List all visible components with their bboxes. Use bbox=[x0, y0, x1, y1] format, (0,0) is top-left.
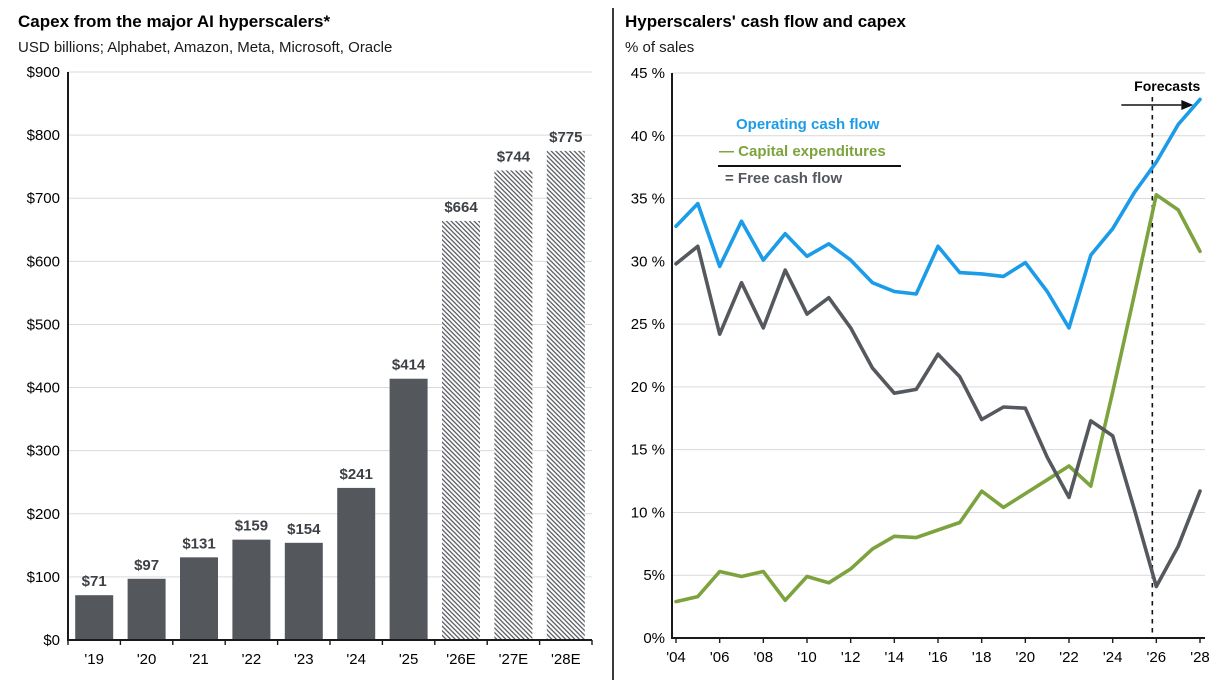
svg-text:'28: '28 bbox=[1190, 649, 1210, 666]
svg-text:'19: '19 bbox=[84, 651, 104, 668]
bar-'20 bbox=[127, 578, 166, 640]
svg-text:$131: $131 bbox=[182, 535, 215, 552]
cashflow-chart-title: Hyperscalers' cash flow and capex bbox=[625, 12, 906, 31]
svg-text:'22: '22 bbox=[242, 651, 262, 668]
bar-'19 bbox=[75, 595, 114, 640]
svg-text:'08: '08 bbox=[754, 649, 774, 666]
svg-text:'22: '22 bbox=[1059, 649, 1079, 666]
svg-text:$71: $71 bbox=[82, 573, 107, 590]
svg-text:15 %: 15 % bbox=[631, 442, 665, 459]
bar-'28E bbox=[546, 150, 585, 640]
svg-text:'28E: '28E bbox=[551, 651, 581, 668]
bar-value-labels: $71 $97 $131 $159 $154 $241 $414 $664 $744 $775 bbox=[82, 129, 583, 590]
svg-text:$97: $97 bbox=[134, 557, 159, 574]
capex-chart-subtitle: USD billions; Alphabet, Amazon, Meta, Mi… bbox=[18, 39, 393, 57]
svg-text:'26: '26 bbox=[1147, 649, 1167, 666]
svg-text:'24: '24 bbox=[1103, 649, 1123, 666]
cashflow-chart-subtitle: % of sales bbox=[625, 39, 695, 57]
svg-text:'26E: '26E bbox=[446, 651, 476, 668]
bar-'24 bbox=[337, 487, 376, 640]
svg-text:$100: $100 bbox=[27, 569, 60, 586]
svg-text:$0: $0 bbox=[43, 632, 60, 649]
svg-text:'20: '20 bbox=[137, 651, 157, 668]
svg-text:'14: '14 bbox=[885, 649, 905, 666]
svg-text:'24: '24 bbox=[346, 651, 366, 668]
bar-'26E bbox=[442, 220, 480, 641]
svg-text:$200: $200 bbox=[27, 506, 60, 523]
svg-text:$800: $800 bbox=[27, 127, 60, 144]
line-chart-x-axis-labels: '04 '06 '08 '10 '12 '14 '16 '18 '20 '22 '24 '26 '28 bbox=[666, 649, 1210, 666]
cashflow-chart-header: Hyperscalers' cash flow and capex % of s… bbox=[625, 12, 906, 56]
svg-text:20 %: 20 % bbox=[631, 379, 665, 396]
forecasts-label: Forecasts bbox=[1134, 78, 1200, 94]
capex-chart-header: Capex from the major AI hyperscalers* US… bbox=[18, 12, 392, 56]
svg-text:'10: '10 bbox=[797, 649, 817, 666]
panel-divider bbox=[612, 8, 614, 680]
svg-text:$600: $600 bbox=[27, 253, 60, 270]
svg-text:30 %: 30 % bbox=[631, 253, 665, 270]
bar-'23 bbox=[284, 542, 323, 640]
svg-text:$775: $775 bbox=[549, 129, 582, 146]
svg-text:'04: '04 bbox=[666, 649, 686, 666]
forecast-annotation: Forecasts bbox=[1121, 78, 1201, 638]
cashflow-series-lines bbox=[674, 97, 1202, 604]
bar-'27E bbox=[494, 170, 533, 640]
svg-text:'18: '18 bbox=[972, 649, 992, 666]
svg-text:$400: $400 bbox=[27, 380, 60, 397]
line-chart-axes bbox=[671, 73, 1205, 643]
svg-text:$744: $744 bbox=[497, 148, 531, 165]
bar-'22 bbox=[232, 539, 271, 640]
svg-text:$154: $154 bbox=[287, 521, 321, 538]
svg-text:35 %: 35 % bbox=[631, 191, 665, 208]
line-chart-y-axis-labels: 45 % 40 % 35 % 30 % 25 % 20 % 15 % 10 % 5% 0% bbox=[631, 65, 665, 647]
bar-'21 bbox=[180, 557, 218, 640]
svg-text:'20: '20 bbox=[1016, 649, 1036, 666]
series-capital-expenditures bbox=[674, 193, 1202, 604]
svg-text:$500: $500 bbox=[27, 316, 60, 333]
svg-text:10 %: 10 % bbox=[631, 504, 665, 521]
svg-text:'12: '12 bbox=[841, 649, 861, 666]
capex-chart-title: Capex from the major AI hyperscalers* bbox=[18, 12, 331, 31]
bar-'25 bbox=[389, 378, 428, 640]
svg-text:'21: '21 bbox=[189, 651, 209, 668]
capex-bars bbox=[75, 150, 585, 641]
series-operating-cash-flow bbox=[674, 97, 1202, 330]
svg-text:$664: $664 bbox=[444, 199, 478, 216]
svg-text:45 %: 45 % bbox=[631, 65, 665, 82]
svg-text:0%: 0% bbox=[643, 630, 665, 647]
bar-chart-x-axis-labels: '19 '20 '21 '22 '23 '24 '25 '26E '27E '28E bbox=[84, 651, 580, 668]
svg-text:'16: '16 bbox=[928, 649, 948, 666]
bar-chart-axes bbox=[67, 72, 593, 645]
svg-text:'27E: '27E bbox=[499, 651, 529, 668]
svg-text:40 %: 40 % bbox=[631, 128, 665, 145]
bar-chart-y-axis-labels: $0 $100 $200 $300 $400 $500 $600 $700 $800 $900 bbox=[27, 64, 60, 649]
svg-text:$241: $241 bbox=[340, 466, 373, 483]
svg-text:$900: $900 bbox=[27, 64, 60, 81]
svg-text:$300: $300 bbox=[27, 443, 60, 460]
svg-text:'23: '23 bbox=[294, 651, 314, 668]
svg-text:$700: $700 bbox=[27, 190, 60, 207]
series-free-cash-flow bbox=[674, 244, 1202, 589]
svg-text:$414: $414 bbox=[392, 357, 426, 374]
svg-text:25 %: 25 % bbox=[631, 316, 665, 333]
svg-text:$159: $159 bbox=[235, 518, 268, 535]
svg-text:5%: 5% bbox=[643, 567, 665, 584]
line-chart-gridlines bbox=[672, 72, 1205, 576]
svg-text:'06: '06 bbox=[710, 649, 730, 666]
svg-text:'25: '25 bbox=[399, 651, 419, 668]
